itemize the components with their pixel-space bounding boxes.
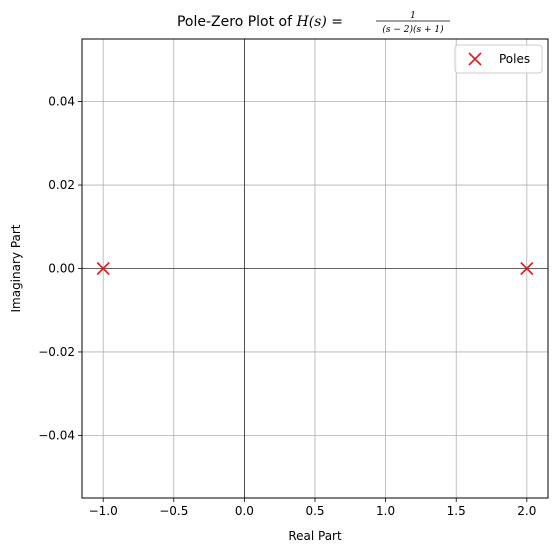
y-tick-label: 0.04 [48, 95, 75, 109]
legend-label-poles: Poles [499, 52, 530, 66]
x-tick-label: 1.0 [376, 504, 395, 518]
legend: Poles [454, 44, 543, 74]
title-fraction-numerator: 1 [410, 11, 416, 21]
x-tick-label: 0.5 [305, 504, 324, 518]
title-prefix: Pole-Zero Plot of [177, 14, 297, 30]
y-axis-label: Imaginary Part [9, 224, 23, 312]
x-axis-ticks: −1.0 −0.5 0.0 0.5 1.0 1.5 2.0 [89, 498, 536, 518]
pole-marker [96, 261, 110, 276]
x-axis-label: Real Part [288, 529, 342, 543]
title-fraction-denominator: (s − 2)(s + 1) [382, 24, 444, 35]
x-tick-label: −1.0 [89, 504, 118, 518]
title-fraction: 1 (s − 2)(s + 1) [376, 11, 450, 35]
x-tick-label: 2.0 [517, 504, 536, 518]
x-tick-label: 0.0 [235, 504, 254, 518]
x-tick-label: 1.5 [447, 504, 466, 518]
y-tick-label: 0.02 [48, 178, 75, 192]
y-tick-label: −0.04 [38, 428, 75, 442]
legend-marker-poles [468, 52, 482, 66]
y-axis-ticks: −0.04 −0.02 0.00 0.02 0.04 [38, 95, 82, 442]
legend-box [454, 44, 543, 74]
y-tick-label: −0.02 [38, 345, 75, 359]
zero-axis-lines [82, 39, 548, 498]
pole-marker [520, 261, 534, 276]
y-tick-label: 0.00 [48, 262, 75, 276]
x-tick-label: −0.5 [159, 504, 188, 518]
title-function: H(s) = [296, 14, 344, 30]
data-marks [96, 261, 534, 276]
chart-title: Pole-Zero Plot of H(s) = [177, 14, 343, 30]
